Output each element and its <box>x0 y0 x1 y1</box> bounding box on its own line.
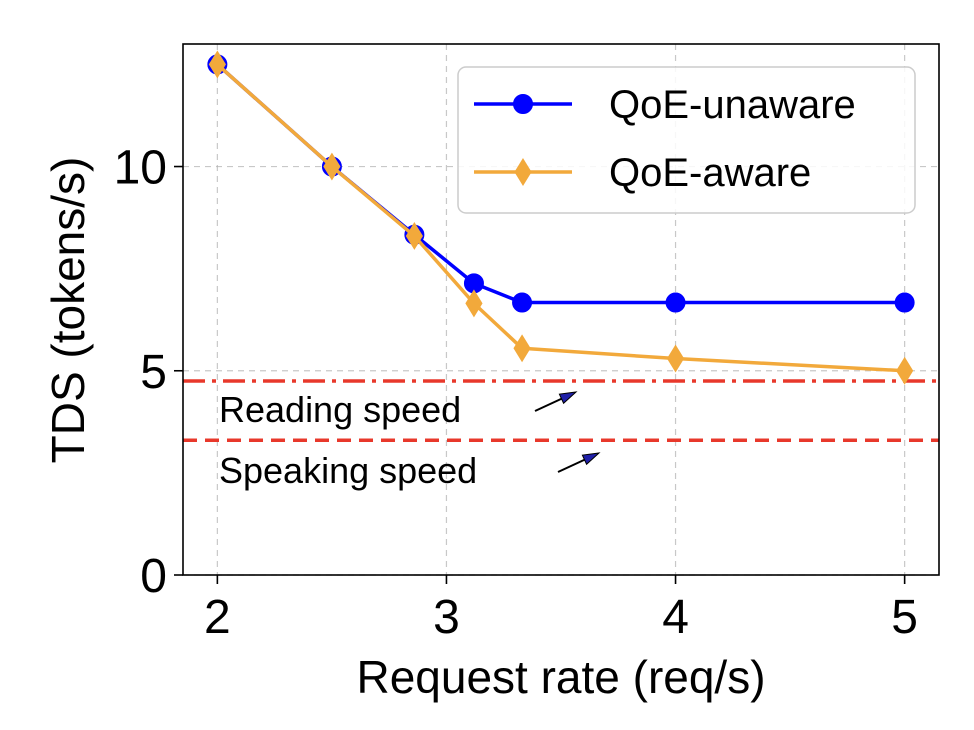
x-tick-label: 2 <box>204 591 231 644</box>
legend-entry-qoe-unaware: QoE-unaware <box>474 83 856 127</box>
legend-box <box>457 66 916 214</box>
data-point-qoe-unaware <box>665 292 686 313</box>
legend-entry-qoe-aware: QoE-aware <box>474 151 811 195</box>
series <box>207 50 915 385</box>
data-point-qoe-unaware <box>894 292 915 313</box>
annotation-arrow-head <box>581 452 601 466</box>
annotation-speaking-speed: Speaking speed <box>219 450 477 491</box>
x-tick-label: 3 <box>433 591 460 644</box>
annotation-arrow-shaft <box>557 458 585 473</box>
annotation-arrow-shaft <box>534 397 562 412</box>
data-point-qoe-aware <box>896 356 914 385</box>
data-point-qoe-aware <box>513 334 531 363</box>
y-tick-label: 0 <box>140 550 167 603</box>
data-point-qoe-aware <box>405 222 423 250</box>
data-point-qoe-aware <box>666 344 685 373</box>
plot-frame <box>182 43 940 576</box>
legend-marker-qoe-aware <box>514 158 532 186</box>
y-axis-title: TDS (tokens/s) <box>42 157 94 464</box>
data-point-qoe-aware <box>208 50 226 79</box>
annotation-reading-speed: Reading speed <box>219 389 461 430</box>
legend-marker-qoe-unaware <box>513 94 533 114</box>
annotations: Reading speed Speaking speed <box>219 389 601 491</box>
y-tick-label: 5 <box>140 346 167 399</box>
legend: QoE-unaware QoE-aware <box>457 66 916 214</box>
x-axis-title: Request rate (req/s) <box>356 651 765 703</box>
x-tick-label: 5 <box>891 591 918 644</box>
data-point-qoe-aware <box>323 152 341 181</box>
annotation-arrow-head <box>558 391 578 405</box>
legend-label-qoe-unaware: QoE-unaware <box>609 83 856 127</box>
reference-lines <box>183 379 939 442</box>
y-tick-label: 10 <box>114 142 167 195</box>
legend-label-qoe-aware: QoE-aware <box>609 151 811 195</box>
data-point-qoe-aware <box>465 289 483 318</box>
data-point-qoe-unaware <box>512 292 533 313</box>
series-qoe-aware <box>208 50 914 385</box>
ticks: 2 3 4 5 0 5 10 <box>114 142 918 644</box>
x-tick-label: 4 <box>662 591 689 644</box>
